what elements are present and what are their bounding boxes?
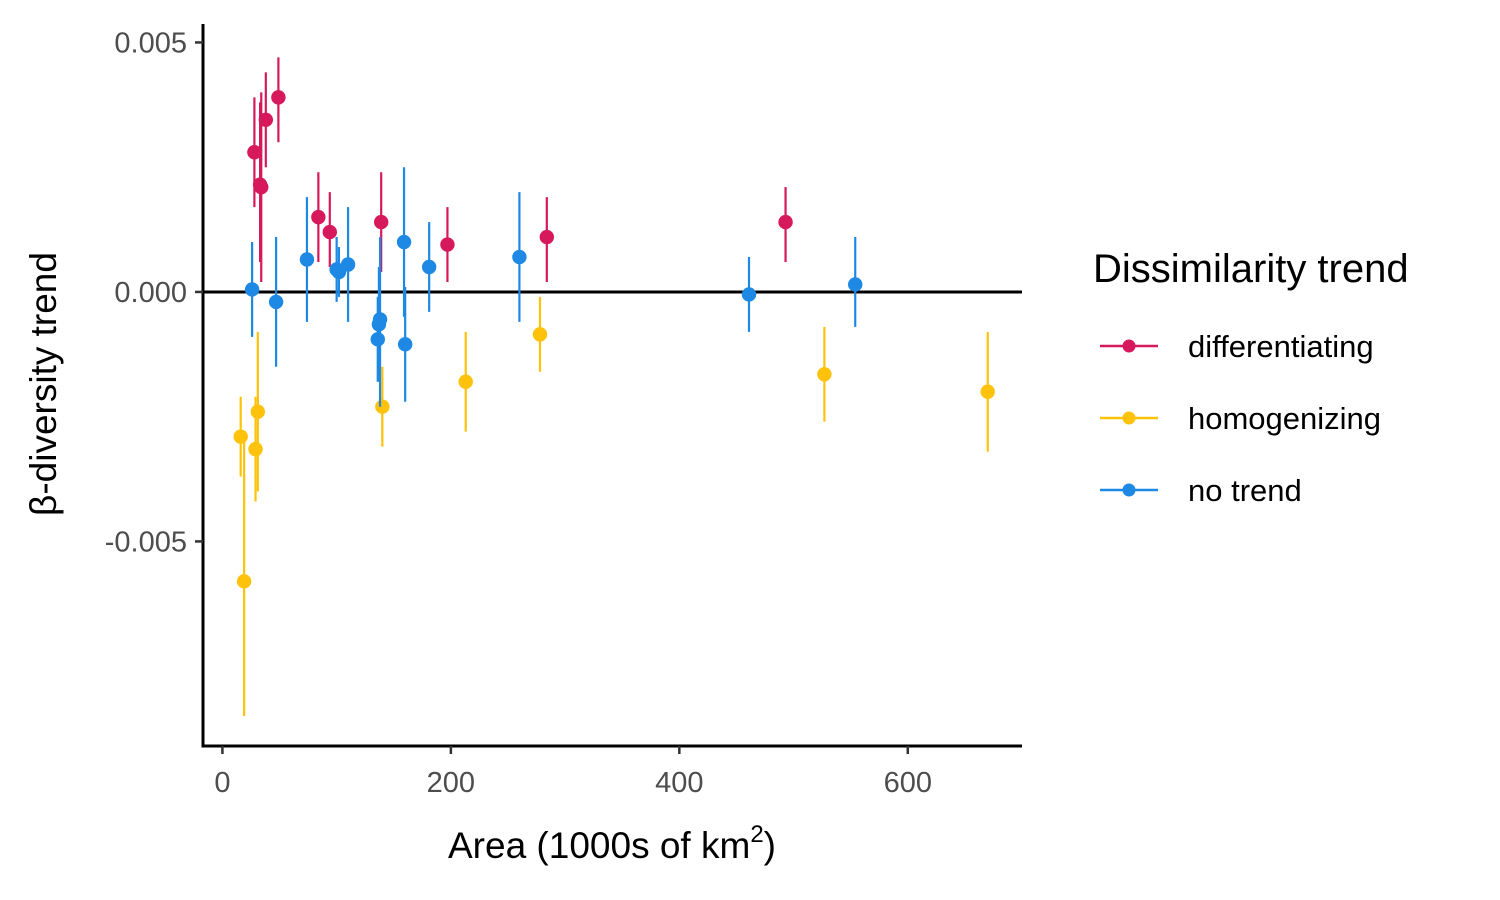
- data-point: [250, 404, 266, 419]
- data-point: [375, 399, 390, 414]
- legend-key-dot: [1122, 411, 1136, 425]
- data-point: [340, 257, 356, 272]
- legend-item-differentiating: differentiating: [1100, 329, 1374, 364]
- data-point: [268, 294, 284, 310]
- legend-label: differentiating: [1188, 329, 1374, 364]
- legend-title: Dissimilarity trend: [1093, 247, 1409, 291]
- x-axis-title: Area (1000s of km2): [448, 821, 776, 866]
- x-tick-label: 0: [214, 767, 230, 799]
- y-axis-title: β-diversity trend: [23, 252, 64, 516]
- y-tick-label: 0.000: [114, 277, 187, 309]
- series-differentiating: [247, 57, 793, 282]
- data-point: [373, 214, 389, 230]
- legend-key-dot: [1122, 483, 1136, 497]
- data-point: [271, 90, 286, 105]
- series-homogenizing: [233, 296, 995, 717]
- data-point: [233, 429, 248, 444]
- data-point: [370, 332, 385, 347]
- data-point: [396, 234, 412, 250]
- data-point: [980, 384, 995, 399]
- y-tick-label: 0.005: [114, 27, 187, 59]
- data-point: [236, 574, 252, 589]
- data-point: [397, 337, 413, 352]
- series-no-trend: [244, 167, 863, 407]
- data-point: [421, 259, 437, 275]
- data-point: [254, 179, 269, 195]
- data-point: [247, 145, 262, 160]
- data-point: [322, 224, 337, 240]
- legend-item-no-trend: no trend: [1100, 473, 1302, 508]
- legend-label: no trend: [1188, 473, 1302, 508]
- data-point: [372, 312, 388, 327]
- legend-item-homogenizing: homogenizing: [1100, 401, 1381, 436]
- data-point: [244, 282, 260, 297]
- data-point: [817, 367, 832, 382]
- data-point: [440, 237, 455, 252]
- legend: Dissimilarity trend differentiating homo…: [1093, 247, 1409, 508]
- y-tick-label: -0.005: [105, 526, 187, 558]
- x-axis-title-superscript: 2: [750, 821, 763, 848]
- data-point: [778, 214, 793, 230]
- plot-area: [203, 57, 1022, 717]
- x-tick-label: 400: [655, 767, 703, 799]
- data-point: [539, 229, 555, 245]
- data-point: [512, 249, 527, 265]
- data-point: [258, 112, 274, 128]
- data-point: [299, 252, 315, 267]
- x-tick-label: 600: [884, 767, 932, 799]
- legend-key-dot: [1122, 339, 1136, 353]
- data-point: [311, 209, 326, 225]
- axes: 0 200 400 600 0.005 0.000 -0.005: [105, 24, 1022, 799]
- x-axis-title-suffix: ): [764, 825, 776, 866]
- data-point: [532, 327, 548, 342]
- data-point: [458, 374, 473, 389]
- legend-label: homogenizing: [1188, 401, 1381, 436]
- data-point: [848, 277, 863, 292]
- data-point: [248, 441, 263, 457]
- data-point: [741, 287, 757, 302]
- x-tick-label: 200: [427, 767, 475, 799]
